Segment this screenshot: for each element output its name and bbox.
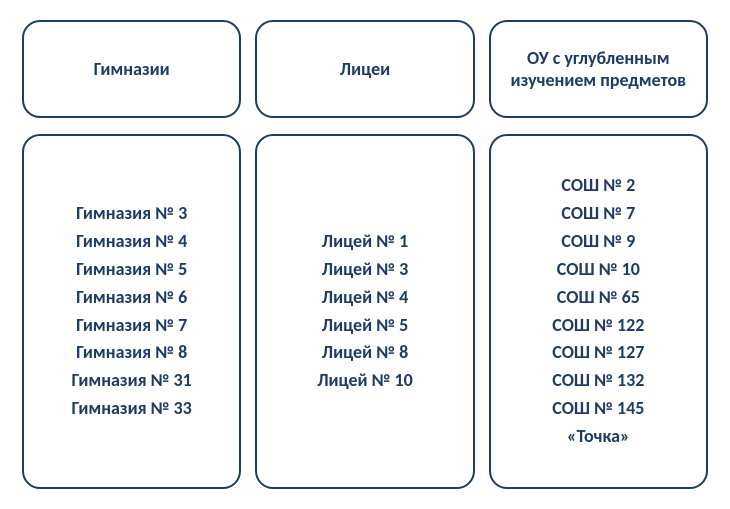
list-item: Лицей № 5: [322, 312, 408, 340]
list-item: Лицей № 4: [322, 284, 408, 312]
list-gimnazii: Гимназия № 3Гимназия № 4Гимназия № 5Гимн…: [72, 200, 192, 423]
diagram-grid: Гимназии Лицеи ОУ с углубленным изучение…: [22, 20, 708, 489]
list-item: СОШ № 2: [561, 172, 635, 200]
list-item: Лицей № 8: [322, 339, 408, 367]
list-item: СОШ № 122: [552, 312, 644, 340]
header-label: Гимназии: [94, 58, 170, 80]
header-label: Лицеи: [340, 58, 390, 80]
list-licei: Лицей № 1Лицей № 3Лицей № 4Лицей № 5Лице…: [317, 228, 413, 395]
list-box-gimnazii: Гимназия № 3Гимназия № 4Гимназия № 5Гимн…: [22, 134, 241, 489]
list-ou: СОШ № 2СОШ № 7СОШ № 9СОШ № 10СОШ № 65СОШ…: [552, 172, 644, 451]
list-item: СОШ № 9: [561, 228, 635, 256]
list-item: СОШ № 145: [552, 395, 644, 423]
header-label: ОУ с углубленным изучением предметов: [501, 47, 696, 91]
list-item: Лицей № 3: [322, 256, 408, 284]
list-item: Гимназия № 3: [76, 200, 187, 228]
list-item: СОШ № 10: [557, 256, 640, 284]
list-box-licei: Лицей № 1Лицей № 3Лицей № 4Лицей № 5Лице…: [255, 134, 474, 489]
list-item: Гимназия № 33: [72, 395, 192, 423]
list-item: СОШ № 127: [552, 339, 644, 367]
list-item: Лицей № 10: [317, 367, 413, 395]
list-item: Гимназия № 7: [76, 312, 187, 340]
list-item: СОШ № 132: [552, 367, 644, 395]
list-item: Гимназия № 8: [76, 339, 187, 367]
header-box-ou: ОУ с углубленным изучением предметов: [489, 20, 708, 118]
list-item: Гимназия № 4: [76, 228, 187, 256]
list-box-ou: СОШ № 2СОШ № 7СОШ № 9СОШ № 10СОШ № 65СОШ…: [489, 134, 708, 489]
list-item: Лицей № 1: [322, 228, 408, 256]
list-item: Гимназия № 6: [76, 284, 187, 312]
list-item: «Точка»: [567, 423, 630, 451]
header-box-licei: Лицеи: [255, 20, 474, 118]
list-item: Гимназия № 5: [76, 256, 187, 284]
header-box-gimnazii: Гимназии: [22, 20, 241, 118]
list-item: СОШ № 65: [557, 284, 640, 312]
list-item: СОШ № 7: [561, 200, 635, 228]
list-item: Гимназия № 31: [72, 367, 192, 395]
